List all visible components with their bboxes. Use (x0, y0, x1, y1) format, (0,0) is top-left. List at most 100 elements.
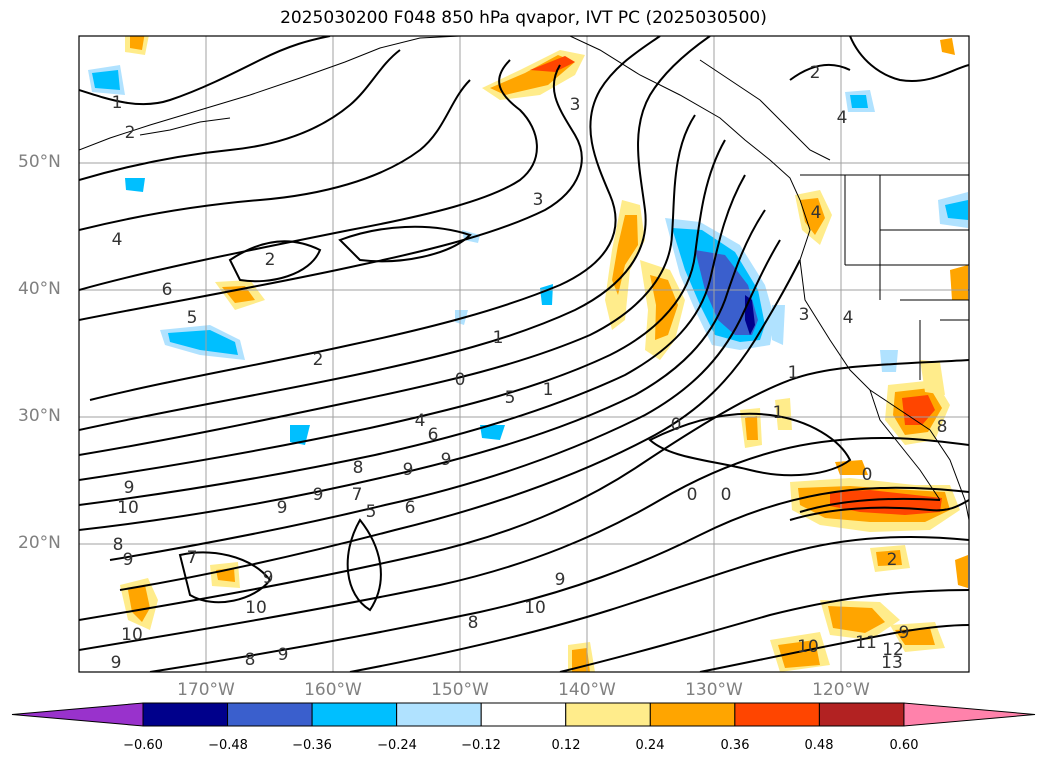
contour-label: 2 (265, 250, 276, 270)
contour-label: 7 (352, 485, 363, 505)
colorbar-tick-label: −0.24 (377, 738, 417, 753)
contour-label: 7 (187, 548, 198, 568)
lon-label: 140°W (558, 680, 616, 700)
contour-label: 1 (773, 403, 784, 423)
colorbar-tick-label: −0.36 (292, 738, 332, 753)
contour-label: 1 (543, 380, 554, 400)
contour-label: 3 (533, 190, 544, 210)
contour-label: 10 (797, 637, 819, 657)
colorbar-segment (396, 702, 482, 727)
lon-label: 130°W (685, 680, 743, 700)
colorbar-tick-label: 0.48 (804, 738, 834, 753)
ivt-contours (79, 36, 969, 672)
lat-label: 40°N (18, 279, 61, 299)
colorbar-segment (565, 702, 651, 727)
contour-label: 0 (862, 465, 873, 485)
contour-label: 10 (245, 598, 267, 618)
contour-label: 6 (428, 425, 439, 445)
contour-label: 9 (555, 570, 566, 590)
contour-label: 1 (112, 93, 123, 113)
contour-label: 4 (112, 230, 123, 250)
contour-label: 9 (278, 645, 289, 665)
contour-label: 0 (721, 485, 732, 505)
colorbar-segment (649, 702, 736, 727)
contour-label: 9 (263, 568, 274, 588)
contour-south-1 (79, 359, 969, 621)
contour-label: 3 (799, 305, 810, 325)
contour-label: 4 (837, 108, 848, 128)
colorbar-segment (311, 702, 398, 727)
contour-label: 1 (493, 328, 504, 348)
contour-label: 6 (405, 498, 416, 518)
colorbar-segment (480, 702, 567, 727)
contour-label: 0 (455, 370, 466, 390)
contour-label: 11 (855, 633, 877, 653)
contour-label: 0 (671, 415, 682, 435)
contour-label: 10 (524, 598, 546, 618)
colorbar-tick-label: −0.48 (208, 738, 248, 753)
map-title: 2025030200 F048 850 hPa qvapor, IVT PC (… (280, 8, 767, 28)
contour-label: 0 (687, 485, 698, 505)
lon-label: 170°W (177, 680, 235, 700)
contour-label: 4 (843, 308, 854, 328)
lon-label: 150°W (431, 680, 489, 700)
lat-label: 20°N (18, 533, 61, 553)
border-states (844, 175, 969, 380)
lat-label: 50°N (18, 152, 61, 172)
contour-label: 8 (353, 458, 364, 478)
colorbar-extend-max (903, 702, 1036, 727)
contour-labels: 1 2 3 4 6 5 2 1 0 3 5 1 4 6 8 9 9 9 9 9 … (111, 63, 948, 673)
contour-label: 5 (505, 388, 516, 408)
contour-label: 9 (124, 478, 135, 498)
contour-label: 9 (403, 460, 414, 480)
contour-label: 8 (113, 535, 124, 555)
contour-label: 9 (111, 653, 122, 673)
colorbar-tick-label: −0.12 (461, 738, 501, 753)
contour-label: 10 (121, 625, 143, 645)
contour-label: 9 (313, 485, 324, 505)
colorbar-tick-label: 0.12 (551, 738, 581, 753)
colorbar-tick-label: 0.24 (635, 738, 665, 753)
contour-label: 9 (277, 498, 288, 518)
colorbar-extend-min (11, 702, 144, 727)
contour-label: 9 (441, 450, 452, 470)
contour-label: 4 (415, 411, 426, 431)
contour-label: 9 (899, 623, 910, 643)
map-plot-area: 1 2 3 4 6 5 2 1 0 3 5 1 4 6 8 9 9 9 9 9 … (79, 36, 969, 673)
lon-label: 160°W (304, 680, 362, 700)
contour-label: 2 (313, 350, 324, 370)
colorbar-tick-label: 0.60 (889, 738, 919, 753)
contour-label: 10 (117, 498, 139, 518)
contour-label: 1 (788, 363, 799, 383)
coastline-bc (569, 36, 969, 521)
contour-label: 8 (245, 650, 256, 670)
contour-label: 12 (882, 640, 904, 660)
contour-label: 5 (366, 502, 377, 522)
contour-label: 6 (162, 280, 173, 300)
map-frame (78, 35, 970, 673)
contour-label: 13 (881, 653, 903, 673)
coastline-alaska (79, 36, 461, 151)
colorbar (11, 702, 1036, 727)
contour-ar-1 (79, 59, 538, 291)
contour-label: 9 (123, 550, 134, 570)
contour-label: 4 (811, 203, 822, 223)
graticule (79, 36, 969, 672)
lon-label: 120°W (812, 680, 870, 700)
contour-label: 2 (125, 123, 136, 143)
contour-label: 3 (570, 95, 581, 115)
colorbar-segment (227, 702, 313, 727)
contour-label: 5 (187, 308, 198, 328)
colorbar-segment (818, 702, 905, 727)
contour-label: 8 (468, 613, 479, 633)
colorbar-segment (734, 702, 820, 727)
coastlines (79, 36, 969, 521)
colorbar-tick-label: −0.60 (123, 738, 163, 753)
lat-label: 30°N (18, 406, 61, 426)
contour-label: 2 (887, 550, 898, 570)
contour-label: 2 (810, 63, 821, 83)
contour-label: 8 (937, 417, 948, 437)
colorbar-segment (142, 702, 229, 727)
colorbar-tick-label: 0.36 (720, 738, 750, 753)
